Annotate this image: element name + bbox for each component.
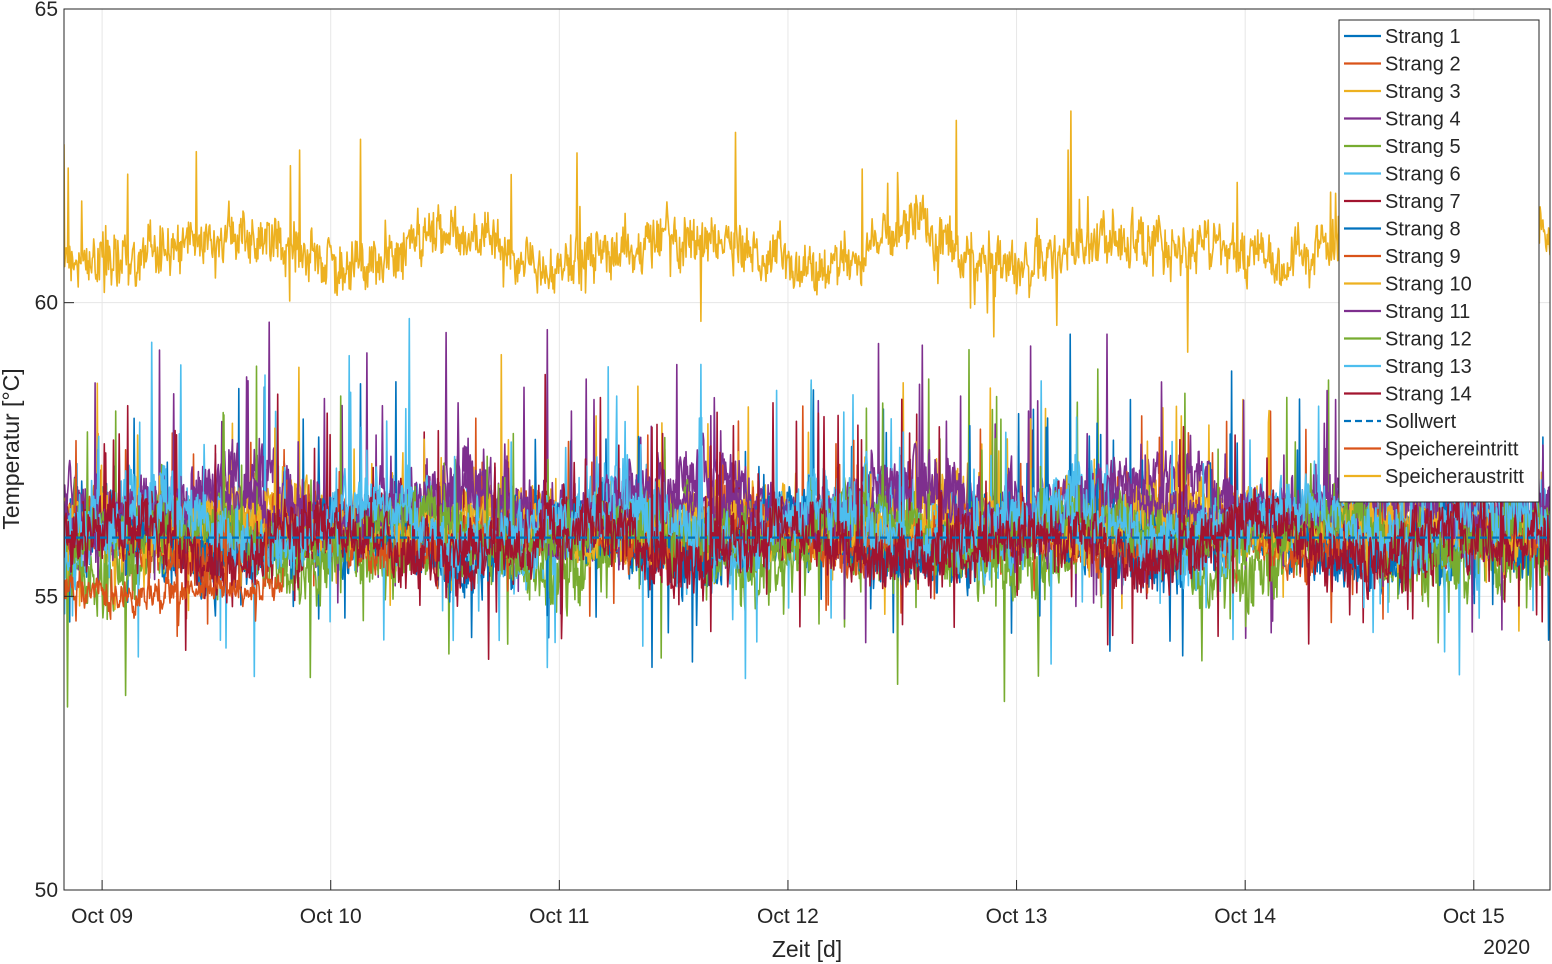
legend-label: Strang 11 xyxy=(1385,301,1470,323)
legend-label: Strang 2 xyxy=(1385,54,1461,76)
series-speicheraustritt xyxy=(64,110,1550,353)
legend-label: Strang 4 xyxy=(1385,109,1461,131)
plot-background xyxy=(64,9,1550,890)
y-tick-label: 50 xyxy=(35,879,58,902)
x-tick-label: Oct 10 xyxy=(300,905,362,928)
legend-label: Strang 7 xyxy=(1385,191,1461,213)
legend-label: Strang 3 xyxy=(1385,81,1461,103)
legend-label: Speicheraustritt xyxy=(1385,466,1524,488)
legend-label: Strang 10 xyxy=(1385,274,1472,296)
legend-label: Strang 9 xyxy=(1385,246,1461,268)
series-speichereintritt xyxy=(64,519,284,627)
x-tick-label: Oct 09 xyxy=(71,905,133,928)
legend-label: Strang 8 xyxy=(1385,219,1461,241)
legend-label: Strang 1 xyxy=(1385,26,1461,48)
y-tick-label: 55 xyxy=(35,585,58,608)
y-tick-label: 65 xyxy=(35,0,58,21)
legend-label: Speichereintritt xyxy=(1385,439,1519,461)
x-axis-ticks: Oct 09 Oct 10 Oct 11 Oct 12 Oct 13 Oct 14 Oct … xyxy=(71,880,1505,928)
legend-label: Strang 6 xyxy=(1385,164,1461,186)
x-tick-label: Oct 13 xyxy=(986,905,1048,928)
legend-label: Strang 12 xyxy=(1385,329,1472,351)
x-tick-label: Oct 11 xyxy=(529,905,589,928)
plot-frame xyxy=(63,8,1551,891)
legend-label: Strang 14 xyxy=(1385,384,1472,406)
y-tick-label: 60 xyxy=(35,292,58,315)
year-label: 2020 xyxy=(1483,936,1530,959)
y-axis-label: Temperatur [°C] xyxy=(0,368,24,529)
legend: Strang 1 Strang 2 Strang 3 Strang 4 Strang 5… xyxy=(1338,19,1540,503)
series-strang-13 xyxy=(64,379,1550,649)
x-tick-label: Oct 14 xyxy=(1214,905,1276,928)
y-axis-ticks: 50 55 60 65 xyxy=(35,0,74,902)
legend-label: Sollwert xyxy=(1385,411,1457,433)
x-tick-label: Oct 15 xyxy=(1443,905,1505,928)
x-tick-label: Oct 12 xyxy=(757,905,819,928)
series-layer xyxy=(64,110,1550,708)
legend-label: Strang 5 xyxy=(1385,136,1461,158)
legend-label: Strang 13 xyxy=(1385,356,1472,378)
x-axis-label: Zeit [d] xyxy=(772,936,842,962)
